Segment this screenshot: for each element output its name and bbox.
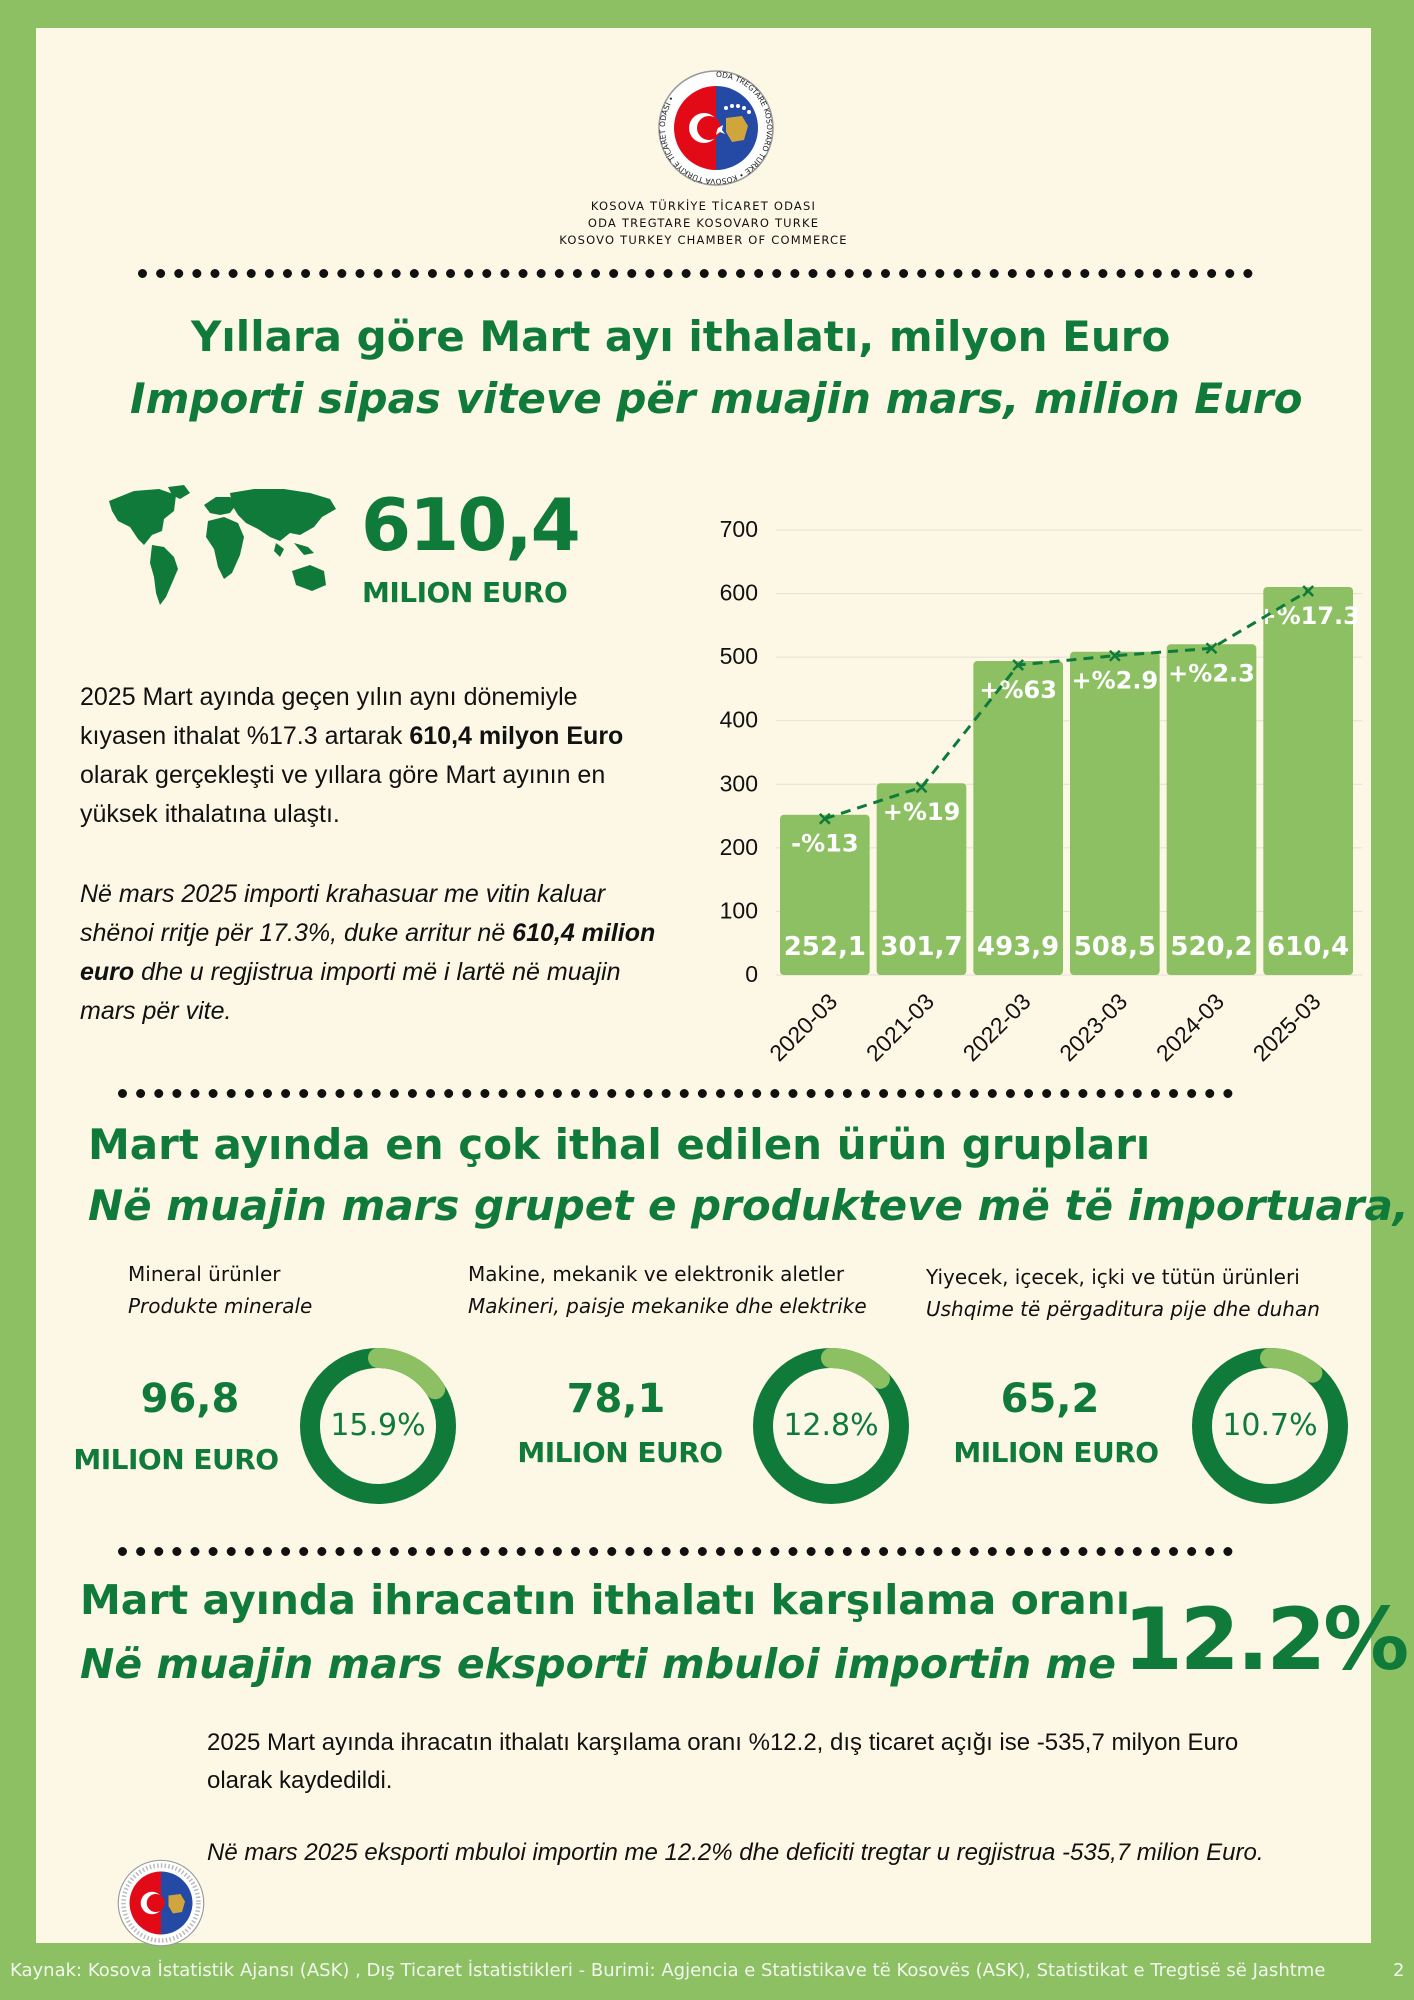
section2-title-tr: Mart ayında en çok ithal edilen ürün gru… — [88, 1120, 1151, 1169]
bar — [876, 783, 967, 975]
x-tick-label: 2023-03 — [1054, 988, 1132, 1066]
trend-marker — [915, 781, 928, 794]
trend-marker — [1012, 659, 1025, 671]
growth-label: +%17.3 — [1256, 602, 1359, 630]
headline-value: 610,4 — [361, 483, 581, 567]
growth-label: +%19 — [883, 798, 961, 826]
org-name-sq: ODA TREGTARE KOSOVARO TURKE — [587, 216, 820, 230]
product-3-share: 10.7% — [1222, 1408, 1318, 1443]
bar-value-label: 493,9 — [977, 932, 1059, 962]
x-tick-label: 2022-03 — [958, 988, 1036, 1066]
growth-label: -%13 — [791, 830, 858, 858]
product-3-name-sq: Ushqime të përgaditura pije dhe duhan — [926, 1297, 1320, 1321]
section1-title-tr: Yıllara göre Mart ayı ithalatı, milyon E… — [191, 312, 1171, 361]
infographic-page: ODA TREGTARE KOSOVARO TURKE • KOSOVA TÜR… — [36, 28, 1409, 1947]
product-2-value: 78,1 — [566, 1376, 666, 1422]
product-2-name-tr: Makine, mekanik ve elektronik aletler — [468, 1262, 845, 1286]
page-number: 2 — [1393, 1960, 1405, 1981]
product-1-share-donut — [300, 1348, 456, 1504]
bar-value-label: 508,5 — [1074, 932, 1156, 962]
product-1-name-tr: Mineral ürünler — [128, 1262, 281, 1286]
y-tick-label: 0 — [745, 961, 758, 987]
world-map-icon — [109, 485, 336, 605]
product-2-share: 12.8% — [783, 1408, 879, 1443]
section1-paragraph-tr: 2025 Mart ayında geçen yılın aynı dönemi… — [80, 683, 624, 828]
y-tick-label: 600 — [720, 580, 758, 606]
y-tick-label: 500 — [720, 643, 758, 669]
product-1-share: 15.9% — [330, 1408, 426, 1443]
product-2-share-donut — [753, 1348, 909, 1504]
trend-marker — [1108, 649, 1121, 662]
product-3-share-donut — [1192, 1348, 1348, 1504]
headline-unit: MILION EURO — [362, 576, 568, 609]
org-name-en: KOSOVO TURKEY CHAMBER OF COMMERCE — [559, 233, 848, 247]
y-tick-label: 400 — [720, 707, 758, 733]
section3-paragraph-sq: Në mars 2025 eksporti mbuloi importin me… — [207, 1839, 1264, 1866]
bar-value-label: 301,7 — [880, 932, 962, 962]
divider — [118, 1089, 1233, 1098]
donut-share-arc — [300, 1348, 456, 1504]
trend-marker — [1205, 642, 1218, 655]
source-text: Kaynak: Kosova İstatistik Ajansı (ASK) ,… — [10, 1960, 1326, 1981]
product-2-name-sq: Makineri, paisje mekanike dhe elektrike — [468, 1294, 867, 1318]
product-1-name-sq: Produkte minerale — [128, 1294, 313, 1318]
product-1-value: 96,8 — [140, 1376, 240, 1422]
product-1-unit: MILION EURO — [73, 1443, 279, 1476]
x-tick-label: 2020-03 — [764, 988, 842, 1066]
chamber-logo-small — [117, 1859, 205, 1947]
donut-share-arc — [753, 1348, 909, 1504]
org-name-tr: KOSOVA TÜRKİYE TİCARET ODASI — [590, 199, 817, 213]
imports-bar-chart: 0 100 200 300 400 500 600 700 252,1 -%13 2020-03 30… — [720, 516, 1362, 1066]
x-tick-label: 2024-03 — [1151, 988, 1229, 1066]
bar — [1166, 644, 1257, 975]
section3-paragraph-tr: 2025 Mart ayında ihracatın ithalatı karş… — [207, 1729, 1239, 1794]
growth-label: +%63 — [979, 676, 1057, 704]
divider — [138, 269, 1253, 278]
divider — [118, 1547, 1233, 1556]
chamber-logo: ODA TREGTARE KOSOVARO TURKE • KOSOVA TÜR… — [658, 70, 774, 186]
bar — [1070, 651, 1160, 975]
x-tick-label: 2025-03 — [1248, 988, 1326, 1066]
y-tick-label: 300 — [720, 770, 758, 796]
product-3-unit: MILION EURO — [953, 1436, 1159, 1469]
y-tick-label: 700 — [720, 516, 758, 542]
product-3-name-tr: Yiyecek, içecek, içki ve tütün ürünleri — [926, 1265, 1300, 1289]
bar — [1263, 586, 1353, 975]
section1-paragraph-sq: Në mars 2025 importi krahasuar me vitin … — [80, 880, 656, 1025]
bar-value-label: 520,2 — [1170, 932, 1252, 962]
bar — [973, 661, 1063, 975]
bar-value-label: 252,1 — [784, 932, 866, 962]
product-2-unit: MILION EURO — [517, 1436, 723, 1469]
source-footer: Kaynak: Kosova İstatistik Ajansı (ASK) ,… — [0, 1960, 1414, 1981]
growth-label: +%2.9 — [1071, 667, 1158, 695]
coverage-ratio-value: 12.2% — [1123, 1590, 1409, 1690]
bar-value-label: 610,4 — [1267, 932, 1349, 962]
bar — [780, 814, 870, 975]
section3-title-tr: Mart ayında ihracatın ithalatı karşılama… — [80, 1576, 1130, 1624]
organization-names: KOSOVA TÜRKİYE TİCARET ODASI ODA TREGTAR… — [36, 198, 1371, 249]
trend-marker — [818, 812, 831, 825]
product-3-value: 65,2 — [1000, 1376, 1100, 1422]
section3-title-sq: Në muajin mars eksporti mbuloi importin … — [80, 1640, 1116, 1688]
section1-title-sq: Importi sipas viteve për muajin mars, mi… — [130, 374, 1303, 423]
trend-line — [824, 589, 1309, 821]
x-tick-label: 2021-03 — [861, 988, 939, 1066]
donut-share-arc — [1192, 1348, 1348, 1504]
trend-marker — [1302, 585, 1315, 597]
y-tick-label: 200 — [720, 834, 758, 860]
growth-label: +%2.3 — [1168, 659, 1255, 687]
y-tick-label: 100 — [720, 897, 758, 923]
section2-title-sq: Në muajin mars grupet e produkteve më të… — [88, 1181, 1409, 1230]
